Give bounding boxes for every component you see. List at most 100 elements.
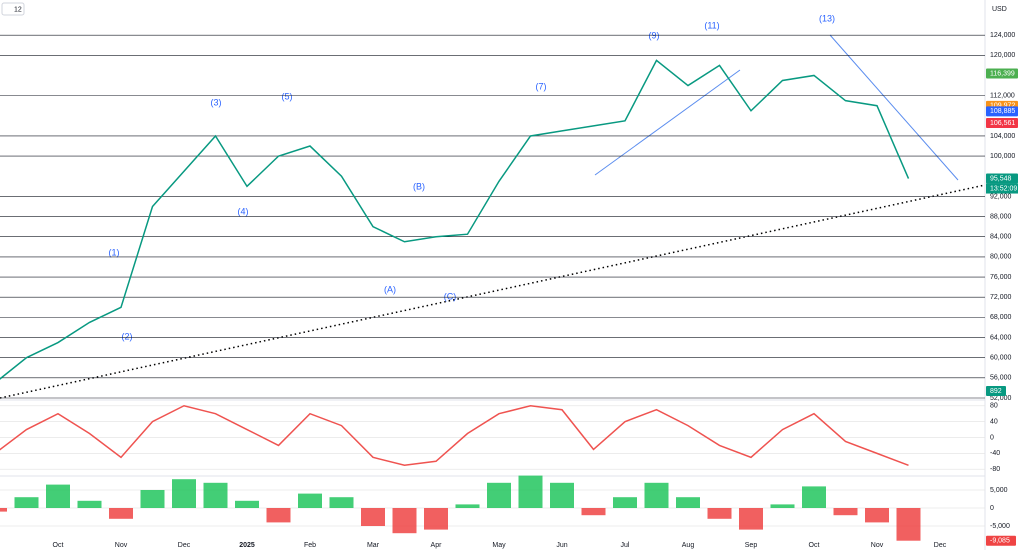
- histogram-bar: [676, 497, 700, 508]
- last-value-label: -9,085: [990, 538, 1010, 545]
- x-tick-label: Nov: [115, 542, 128, 549]
- wave-label: (4): [238, 206, 249, 216]
- wave-label: (5): [282, 91, 293, 101]
- histogram-bar: [518, 475, 543, 508]
- currency: USD: [992, 6, 1007, 13]
- histogram-bar: [203, 482, 228, 508]
- y-tick-label: 104,000: [990, 133, 1015, 140]
- histogram-bar: [361, 508, 385, 526]
- histogram-bar: [424, 508, 448, 530]
- wave-label: (7): [536, 81, 547, 91]
- countdown: 13:52:09: [990, 185, 1017, 192]
- y-tick-label: 100,000: [990, 153, 1015, 160]
- y-tick-label: 0: [990, 434, 994, 441]
- x-tick-label: Feb: [304, 542, 316, 549]
- histogram-bar: [802, 486, 826, 508]
- y-tick-label: 40: [990, 418, 998, 425]
- histogram-bar: [392, 508, 417, 534]
- wave-label: (2): [122, 331, 133, 341]
- volume-label: 892: [990, 388, 1002, 395]
- histogram-bar: [235, 500, 259, 508]
- y-tick-label: 124,000: [990, 32, 1015, 39]
- trend-line: [0, 184, 986, 399]
- histogram-bar: [455, 504, 480, 508]
- y-tick-label: 68,000: [990, 314, 1012, 321]
- histogram-bar: [896, 508, 921, 541]
- wave-label: (11): [704, 20, 719, 30]
- histogram-bar: [644, 482, 669, 508]
- x-tick-label: Aug: [682, 542, 695, 549]
- histogram-bar: [770, 504, 795, 508]
- histogram-bar: [172, 479, 196, 508]
- interval: 12: [14, 6, 22, 13]
- histogram-bar: [0, 508, 7, 512]
- volume-tag: [986, 386, 1006, 396]
- y-tick-label: 80: [990, 403, 998, 410]
- price-tag: [986, 106, 1018, 117]
- y-tick-label: 120,000: [990, 52, 1015, 59]
- y-tick-label: 52,000: [990, 395, 1012, 402]
- histogram-bar: [707, 508, 732, 519]
- price-tag: [986, 118, 1018, 129]
- histogram-bar: [739, 508, 763, 530]
- histogram-bar: [581, 508, 606, 516]
- y-tick-label: 92,000: [990, 193, 1012, 200]
- histogram-bar: [329, 497, 354, 508]
- price-line: [0, 59, 910, 380]
- histogram-bar: [266, 508, 291, 523]
- x-tick-label: Oct: [809, 542, 820, 549]
- y-tick-label: -40: [990, 450, 1000, 457]
- y-tick-label: 64,000: [990, 334, 1012, 341]
- x-tick-label: Dec: [178, 542, 191, 549]
- trend-line: [594, 69, 741, 176]
- wave-label: (13): [819, 13, 835, 23]
- y-tick-label: 72,000: [990, 294, 1012, 301]
- y-tick-label: 88,000: [990, 213, 1012, 220]
- x-tick-label: Jul: [621, 542, 630, 549]
- last-value-box: [986, 535, 1016, 546]
- oscillator-line: [0, 404, 909, 467]
- histogram-bar: [613, 497, 637, 508]
- price-tag-label: 108,885: [990, 108, 1015, 115]
- y-tick-label: 80,000: [990, 254, 1012, 261]
- wave-label: (3): [211, 97, 222, 107]
- price-tag-label: 116,399: [990, 70, 1015, 77]
- histogram-bar: [109, 508, 133, 519]
- wave-label: (A): [384, 284, 396, 294]
- wave-label: (B): [413, 181, 425, 191]
- y-tick-label: 0: [990, 505, 994, 512]
- wave-label: (C): [444, 291, 457, 301]
- histogram-bar: [833, 508, 858, 516]
- y-tick-label: 60,000: [990, 355, 1012, 362]
- x-tick-label: Mar: [367, 542, 380, 549]
- y-tick-label: -80: [990, 466, 1000, 473]
- x-tick-label: Dec: [934, 542, 947, 549]
- histogram-bar: [298, 493, 322, 508]
- histogram-bar: [46, 484, 70, 508]
- histogram-bar: [77, 500, 102, 508]
- x-tick-label: Oct: [53, 542, 64, 549]
- price-tag-label: 109,972: [990, 103, 1015, 110]
- x-tick-label: Sep: [745, 542, 758, 549]
- y-tick-label: 76,000: [990, 274, 1012, 281]
- y-tick-label: 5,000: [990, 487, 1008, 494]
- y-tick-label: 84,000: [990, 234, 1012, 241]
- price-tag: [986, 173, 1018, 184]
- histogram-bar: [865, 508, 889, 523]
- x-tick-label: Apr: [431, 542, 443, 549]
- countdown-box: [986, 183, 1018, 194]
- histogram-bar: [14, 497, 39, 508]
- price-tag: [986, 68, 1018, 79]
- x-tick-label: Jun: [556, 542, 567, 549]
- histogram-bar: [140, 490, 165, 508]
- wave-label: (1): [109, 247, 120, 257]
- price-tag-label: 106,561: [990, 120, 1015, 127]
- histogram-bar: [487, 482, 511, 508]
- interval-button[interactable]: [1, 2, 25, 16]
- price-tag-label: 95,548: [990, 175, 1012, 182]
- x-tick-label: 2025: [239, 542, 255, 549]
- y-tick-label: 112,000: [990, 92, 1015, 99]
- x-tick-label: Nov: [871, 542, 884, 549]
